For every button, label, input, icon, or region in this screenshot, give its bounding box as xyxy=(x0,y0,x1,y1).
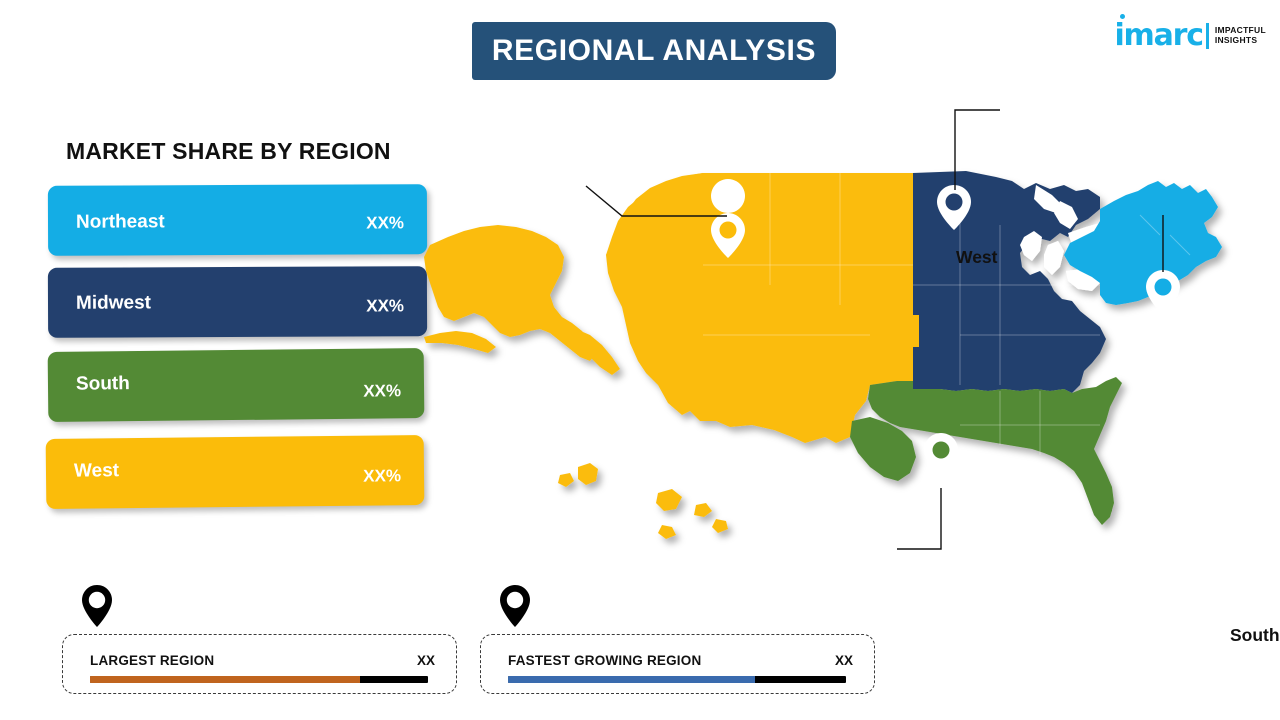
page-title: REGIONAL ANALYSIS xyxy=(491,34,817,67)
map-region-south xyxy=(868,377,1122,525)
us-map-svg xyxy=(424,171,1222,539)
bar-row-south[interactable]: South XX% xyxy=(47,348,425,422)
bar-value-south: XX% xyxy=(363,381,402,401)
stat-fastest-label: FASTEST GROWING REGION xyxy=(508,653,702,668)
imarc-logo: imarc IMPACTFUL INSIGHTS xyxy=(1114,14,1266,58)
stat-largest-progress xyxy=(90,676,428,683)
map-region-northeast xyxy=(1064,181,1222,305)
bar-label-midwest: Midwest xyxy=(75,292,152,314)
logo-tagline-line2: INSIGHTS xyxy=(1214,35,1258,45)
stat-largest-value: XX xyxy=(416,653,435,668)
market-share-heading: MARKET SHARE BY REGION xyxy=(66,138,391,164)
stat-fastest-value: XX xyxy=(834,653,853,668)
bar-row-west[interactable]: West XX% xyxy=(45,435,425,509)
bar-value-midwest: XX% xyxy=(366,296,405,316)
stat-largest-box xyxy=(62,634,457,694)
logo-dot-icon xyxy=(1120,14,1126,19)
stat-fastest-row: FASTEST GROWING REGION XX xyxy=(508,653,853,668)
stat-fastest-box xyxy=(480,634,875,694)
map-callout-west: West xyxy=(956,247,998,267)
logo-divider xyxy=(1205,23,1209,49)
map-pin-icon-fastest xyxy=(500,585,530,627)
stat-largest-label: LARGEST REGION xyxy=(90,653,215,668)
map-region-alaska xyxy=(424,225,596,361)
state-boundaries xyxy=(703,173,1191,455)
map-callout-south: South xyxy=(1230,625,1280,645)
page-title-banner: REGIONAL ANALYSIS xyxy=(472,22,836,80)
stat-largest-progress-fill xyxy=(90,676,361,683)
bar-row-midwest[interactable]: Midwest XX% xyxy=(47,266,428,338)
bar-row-northeast[interactable]: Northeast XX% xyxy=(47,184,428,256)
bar-label-northeast: Northeast xyxy=(75,211,165,233)
bar-value-west: XX% xyxy=(363,466,402,486)
bar-value-northeast: XX% xyxy=(366,213,405,233)
logo-tagline-line1: IMPACTFUL xyxy=(1214,25,1266,36)
logo-wordmark: imarc xyxy=(1114,14,1204,53)
bar-label-south: South xyxy=(75,373,130,395)
stat-largest-row: LARGEST REGION XX xyxy=(90,653,435,668)
stat-fastest-progress xyxy=(508,676,846,683)
map-region-midwest xyxy=(913,171,1106,393)
stat-fastest-progress-fill xyxy=(508,676,755,683)
map-region-west xyxy=(606,173,919,443)
map-pin-icon-largest xyxy=(82,585,112,627)
logo-wordmark-text: imarc xyxy=(1114,18,1204,53)
map-region-hawaii xyxy=(558,463,728,539)
logo-tagline: IMPACTFUL INSIGHTS xyxy=(1214,25,1266,46)
us-regional-map: West Midwest Northeast South xyxy=(400,85,1280,645)
bar-label-west: West xyxy=(73,460,120,482)
